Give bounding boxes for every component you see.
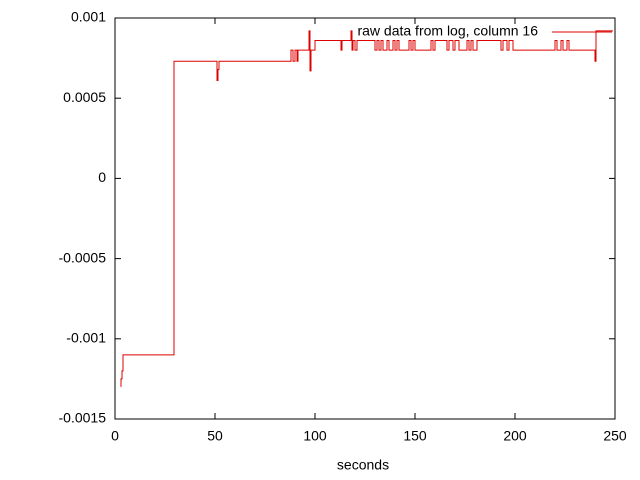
y-tick-label: 0.001 bbox=[71, 9, 106, 25]
x-tick-label: 50 bbox=[207, 428, 223, 444]
y-tick-label: 0 bbox=[98, 169, 106, 185]
x-tick-label: 250 bbox=[603, 428, 627, 444]
y-tick-label: -0.0005 bbox=[59, 249, 107, 265]
plot-border bbox=[114, 17, 616, 420]
data-line bbox=[120, 30, 613, 387]
y-tick-label: -0.001 bbox=[66, 330, 106, 346]
x-tick-label: 200 bbox=[503, 428, 527, 444]
y-tick-label: -0.0015 bbox=[59, 410, 107, 426]
x-tick-label: 150 bbox=[403, 428, 427, 444]
x-tick-label: 100 bbox=[303, 428, 327, 444]
x-axis-label: seconds bbox=[337, 457, 389, 473]
x-tick-label: 0 bbox=[111, 428, 119, 444]
y-tick-label: 0.0005 bbox=[63, 89, 106, 105]
legend-label: raw data from log, column 16 bbox=[357, 23, 538, 39]
